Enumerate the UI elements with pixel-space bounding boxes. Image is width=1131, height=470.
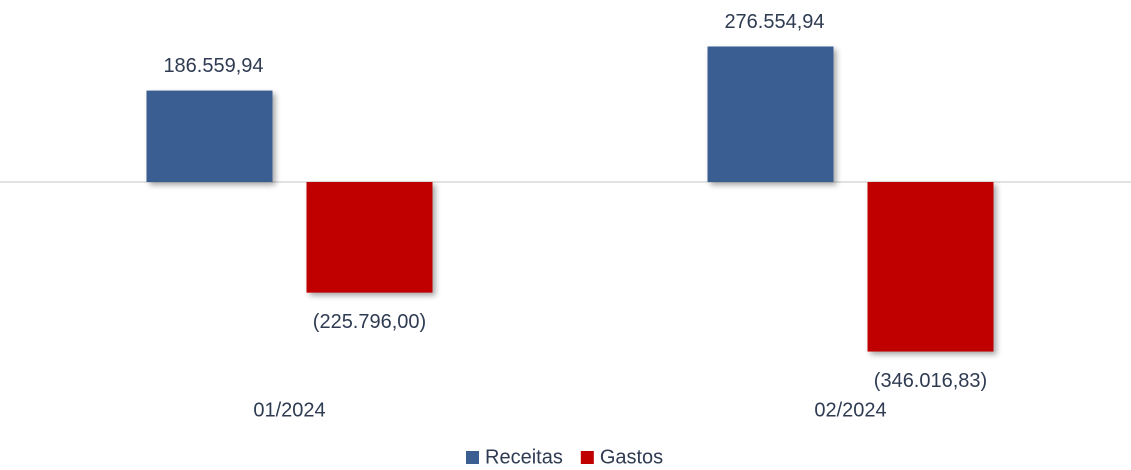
data-label: 186.559,94 [163,55,263,77]
data-label: (346.016,83) [874,370,987,392]
bar [146,90,273,182]
data-label: (225.796,00) [313,311,426,333]
legend-swatch [580,451,594,464]
legend-label: Gastos [600,446,663,468]
legend-label: Receitas [485,446,563,468]
bar [707,46,834,182]
bar [306,182,433,293]
x-tick-label: 01/2024 [253,399,325,421]
data-label: 276.554,94 [724,11,824,33]
x-tick-label: 02/2024 [814,399,886,421]
bar [867,182,994,352]
legend-swatch [466,451,479,464]
